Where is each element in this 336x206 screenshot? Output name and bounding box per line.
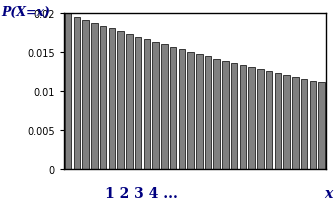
Bar bbox=[82, 21, 89, 169]
Bar bbox=[213, 59, 220, 169]
Bar bbox=[117, 32, 124, 169]
Bar bbox=[178, 50, 185, 169]
Bar bbox=[161, 45, 168, 169]
Bar bbox=[143, 40, 150, 169]
Bar bbox=[318, 83, 325, 169]
Bar bbox=[309, 81, 316, 169]
Bar bbox=[248, 68, 255, 169]
Bar bbox=[170, 48, 176, 169]
Bar bbox=[187, 53, 194, 169]
Bar bbox=[275, 74, 281, 169]
Bar bbox=[65, 14, 72, 169]
Bar bbox=[266, 72, 272, 169]
Bar bbox=[196, 55, 203, 169]
Text: 1 2 3 4 ...: 1 2 3 4 ... bbox=[105, 186, 177, 200]
Bar bbox=[283, 76, 290, 169]
Bar bbox=[91, 23, 98, 169]
Bar bbox=[222, 62, 229, 169]
Bar bbox=[301, 79, 307, 169]
Bar bbox=[135, 37, 141, 169]
Bar bbox=[257, 70, 264, 169]
Bar bbox=[109, 29, 115, 169]
Text: x: x bbox=[324, 186, 333, 200]
Bar bbox=[74, 18, 80, 169]
Bar bbox=[205, 57, 211, 169]
Bar bbox=[152, 43, 159, 169]
Bar bbox=[126, 35, 133, 169]
Text: P(X=x): P(X=x) bbox=[2, 6, 50, 19]
Bar bbox=[292, 77, 299, 169]
Bar bbox=[231, 64, 238, 169]
Bar bbox=[100, 26, 107, 169]
Bar bbox=[240, 66, 246, 169]
